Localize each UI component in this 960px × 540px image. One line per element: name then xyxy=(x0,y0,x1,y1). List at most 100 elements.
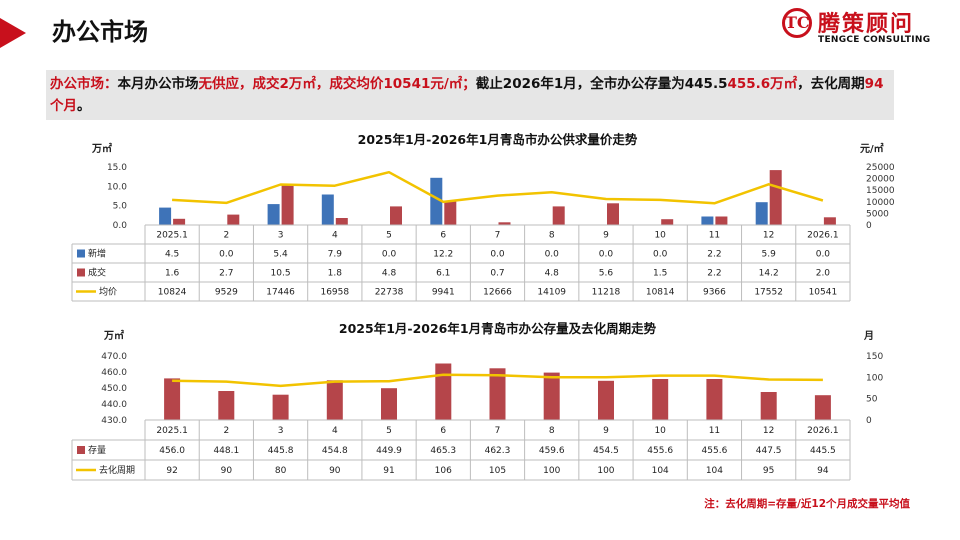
data-label-均价: 22738 xyxy=(375,288,404,298)
bar-存量-2025.1 xyxy=(164,378,181,420)
data-label-成交: 14.2 xyxy=(759,269,779,279)
bar-新增-4 xyxy=(321,194,334,225)
bar-成交-2025.1 xyxy=(173,218,186,225)
data-label-成交: 6.1 xyxy=(436,269,450,279)
bar-新增-2025.1 xyxy=(159,207,172,225)
data-label-去化周期: 95 xyxy=(763,466,774,476)
data-label-新增: 7.9 xyxy=(328,250,343,260)
data-label-存量: 455.6 xyxy=(647,446,673,456)
y2-tick-label: 0 xyxy=(866,416,872,426)
data-label-去化周期: 104 xyxy=(706,466,723,476)
bar-存量-9 xyxy=(598,380,614,420)
bar-成交-3 xyxy=(281,184,294,225)
data-label-均价: 14109 xyxy=(537,288,566,298)
data-label-新增: 4.5 xyxy=(165,250,179,260)
legend-swatch-存量 xyxy=(77,446,85,454)
y2-axis-unit: 元/㎡ xyxy=(860,142,884,155)
legend-swatch-新增 xyxy=(77,249,85,258)
y2-tick-label: 10000 xyxy=(866,198,895,208)
data-label-去化周期: 92 xyxy=(166,466,177,476)
y2-tick-label: 25000 xyxy=(866,163,895,173)
y-tick-label: 440.0 xyxy=(101,400,127,410)
y2-tick-label: 100 xyxy=(866,373,883,383)
x-category-label: 3 xyxy=(278,426,284,436)
data-label-新增: 0.0 xyxy=(219,250,234,260)
data-label-成交: 0.7 xyxy=(490,269,504,279)
data-label-去化周期: 104 xyxy=(652,466,669,476)
logo-mark-icon: TC xyxy=(782,8,812,38)
y-tick-label: 450.0 xyxy=(101,384,127,394)
data-label-成交: 5.6 xyxy=(599,269,614,279)
legend-label-新增: 新增 xyxy=(88,248,106,260)
x-category-label: 2 xyxy=(223,231,229,241)
x-category-label: 9 xyxy=(603,426,609,436)
summary-text-1: 本月办公市场 xyxy=(117,76,199,92)
chart-title: 2025年1月-2026年1月青岛市办公存量及去化周期走势 xyxy=(339,321,657,336)
data-label-新增: 0.0 xyxy=(490,250,505,260)
bar-成交-11 xyxy=(715,216,728,225)
data-label-存量: 447.5 xyxy=(756,446,782,456)
data-label-成交: 2.7 xyxy=(219,269,233,279)
data-label-均价: 10541 xyxy=(809,288,838,298)
company-logo: TC 腾策顾问 TENGCE CONSULTING xyxy=(782,6,942,48)
data-label-新增: 0.0 xyxy=(599,250,614,260)
x-category-label: 6 xyxy=(440,231,446,241)
data-label-新增: 0.0 xyxy=(816,250,831,260)
bar-成交-7 xyxy=(498,222,511,225)
y2-tick-label: 15000 xyxy=(866,186,895,196)
data-label-新增: 12.2 xyxy=(433,250,453,260)
x-category-label: 11 xyxy=(709,231,720,241)
data-label-去化周期: 100 xyxy=(597,466,614,476)
x-category-label: 4 xyxy=(332,231,338,241)
bar-成交-5 xyxy=(390,206,402,225)
data-label-新增: 5.4 xyxy=(273,250,288,260)
y2-tick-label: 0 xyxy=(866,221,872,231)
y-tick-label: 430.0 xyxy=(101,416,127,426)
summary-highlight-3: 94个月 xyxy=(50,76,884,114)
bar-存量-6 xyxy=(435,363,452,420)
data-label-新增: 0.0 xyxy=(653,250,668,260)
x-category-label: 3 xyxy=(278,231,284,241)
data-label-存量: 445.8 xyxy=(268,446,294,456)
data-label-成交: 2.2 xyxy=(707,269,721,279)
bar-存量-10 xyxy=(652,379,669,420)
y-tick-label: 460.0 xyxy=(101,368,127,378)
bar-成交-2026.1 xyxy=(823,217,836,225)
summary-box: 办公市场：本月办公市场无供应，成交2万㎡，成交均价10541元/㎡；截止2026… xyxy=(46,70,894,120)
x-category-label: 2025.1 xyxy=(156,426,188,436)
bar-存量-5 xyxy=(381,388,397,420)
x-category-label: 5 xyxy=(386,426,392,436)
data-label-均价: 16958 xyxy=(320,288,349,298)
y-axis-unit: 万㎡ xyxy=(91,142,112,155)
data-label-存量: 454.5 xyxy=(593,446,619,456)
data-label-去化周期: 90 xyxy=(329,466,341,476)
x-category-label: 6 xyxy=(440,426,446,436)
x-category-label: 9 xyxy=(603,231,609,241)
bar-存量-12 xyxy=(760,392,777,420)
summary-text-2: 截止2026年1月，全市办公存量为445.5 xyxy=(475,76,728,92)
data-label-成交: 1.6 xyxy=(165,269,180,279)
data-label-存量: 462.3 xyxy=(485,446,511,456)
data-label-均价: 12666 xyxy=(483,288,512,298)
header-accent-triangle xyxy=(0,18,26,48)
summary-text-4: 。 xyxy=(77,98,91,114)
bar-成交-8 xyxy=(552,206,565,225)
bar-新增-11 xyxy=(701,216,714,225)
data-label-存量: 456.0 xyxy=(159,446,185,456)
data-label-去化周期: 91 xyxy=(383,466,394,476)
x-category-label: 2026.1 xyxy=(807,231,839,241)
data-label-存量: 459.6 xyxy=(539,446,565,456)
data-label-成交: 4.8 xyxy=(382,269,397,279)
data-label-均价: 10814 xyxy=(646,288,675,298)
line-均价 xyxy=(172,170,824,205)
y2-tick-label: 5000 xyxy=(866,209,889,219)
bar-成交-6 xyxy=(444,201,457,225)
x-category-label: 10 xyxy=(654,426,666,436)
y-tick-label: 15.0 xyxy=(107,163,127,173)
x-category-label: 11 xyxy=(709,426,720,436)
data-label-存量: 454.8 xyxy=(322,446,348,456)
bar-存量-8 xyxy=(543,372,560,420)
data-label-均价: 9366 xyxy=(703,288,726,298)
data-label-新增: 5.9 xyxy=(761,250,776,260)
legend-swatch-成交 xyxy=(77,268,85,277)
